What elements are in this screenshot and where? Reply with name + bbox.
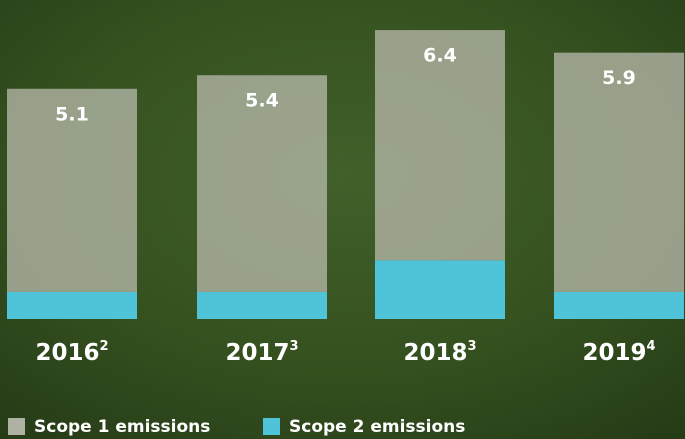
bar-segment: [375, 30, 505, 261]
category: 2016: [35, 340, 99, 366]
bar-segment: [7, 88, 137, 292]
footnote: 3: [289, 339, 298, 354]
legend-swatch: [263, 418, 280, 435]
bar-segment: [197, 291, 327, 319]
x-tick-label: 20173: [225, 339, 298, 366]
legend-swatch: [8, 418, 25, 435]
total-label: 5.1: [55, 103, 89, 125]
bar-segment: [554, 52, 684, 292]
bar-segment: [375, 260, 505, 319]
footnote: 3: [467, 339, 476, 354]
x-tick-label: 20162: [35, 339, 108, 366]
total-label: 6.4: [423, 45, 457, 67]
category: 2019: [582, 340, 646, 366]
footnote: 4: [646, 339, 655, 354]
footnote: 2: [99, 339, 108, 354]
total-label: 5.4: [245, 90, 279, 112]
x-tick-label: 20183: [403, 339, 476, 366]
total-label: 5.9: [602, 67, 636, 89]
category: 2018: [403, 340, 467, 366]
bar-segment: [554, 291, 684, 319]
legend-label: Scope 2 emissions: [289, 417, 465, 437]
x-tick-label: 20194: [582, 339, 655, 366]
category: 2017: [225, 340, 289, 366]
bar-segment: [197, 75, 327, 292]
bar-segment: [7, 291, 137, 319]
legend-label: Scope 1 emissions: [34, 417, 210, 437]
